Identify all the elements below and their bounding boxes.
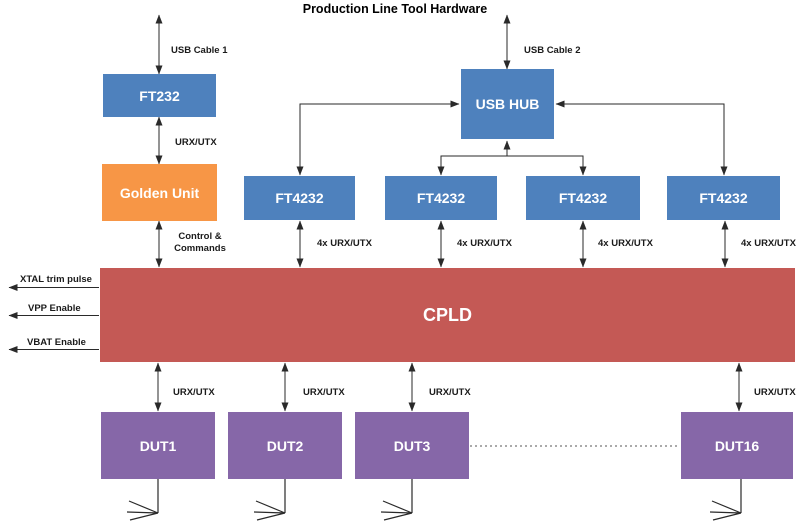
ft4232-block-2: FT4232 — [385, 176, 497, 220]
dut3-block: DUT3 — [355, 412, 469, 479]
dut1-label: DUT1 — [139, 437, 177, 454]
label-usb-cable-1: USB Cable 1 — [171, 45, 228, 56]
label-4x-urx-utx-1: 4x URX/UTX — [317, 238, 372, 249]
ft4232-label-4: FT4232 — [699, 190, 748, 206]
ground-symbol-dut1 — [126, 479, 159, 521]
cpld-label: CPLD — [423, 304, 472, 325]
label-xtal-trim-pulse: XTAL trim pulse — [20, 274, 92, 285]
label-urx-utx-dut1: URX/UTX — [173, 387, 215, 398]
wire-hub-ft4232-1 — [296, 100, 460, 176]
label-usb-cable-2: USB Cable 2 — [524, 45, 581, 56]
ft4232-label-3: FT4232 — [558, 190, 608, 206]
label-control-commands-line2: Commands — [174, 242, 226, 254]
ground-symbol-dut2 — [253, 479, 286, 521]
label-vpp-enable: VPP Enable — [28, 303, 81, 314]
label-urx-utx-dut16: URX/UTX — [754, 387, 796, 398]
label-urx-utx-dut3: URX/UTX — [429, 387, 471, 398]
label-vbat-enable: VBAT Enable — [27, 337, 86, 348]
usb-hub-block: USB HUB — [461, 69, 554, 139]
dut2-label: DUT2 — [266, 437, 304, 454]
ft4232-label-1: FT4232 — [275, 190, 324, 206]
wire-hub-branch — [437, 155, 587, 176]
label-control-commands-line1: Control & — [178, 231, 222, 242]
label-control-commands: Control & Commands — [169, 231, 231, 254]
ft232-block: FT232 — [103, 74, 216, 117]
ground-symbol-dut3 — [380, 479, 413, 521]
wire-hub-ft4232-4 — [555, 100, 728, 176]
ft4232-block-1: FT4232 — [244, 176, 355, 220]
golden-unit-block: Golden Unit — [102, 164, 217, 221]
ft4232-block-3: FT4232 — [526, 176, 640, 220]
dut3-label: DUT3 — [393, 437, 431, 454]
label-4x-urx-utx-3: 4x URX/UTX — [598, 238, 653, 249]
dut1-block: DUT1 — [101, 412, 215, 479]
golden-unit-label: Golden Unit — [119, 184, 200, 201]
diagram-title: Production Line Tool Hardware — [302, 2, 488, 16]
cpld-block: CPLD — [100, 268, 795, 362]
ft232-label: FT232 — [139, 87, 180, 104]
usb-hub-label: USB HUB — [475, 96, 540, 112]
label-4x-urx-utx-4: 4x URX/UTX — [741, 238, 796, 249]
dut2-block: DUT2 — [228, 412, 342, 479]
label-urx-utx-ft232: URX/UTX — [175, 137, 217, 148]
dut16-label: DUT16 — [714, 437, 760, 454]
label-urx-utx-dut2: URX/UTX — [303, 387, 345, 398]
label-4x-urx-utx-2: 4x URX/UTX — [457, 238, 512, 249]
dut16-block: DUT16 — [681, 412, 793, 479]
ground-symbol-dut16 — [709, 479, 742, 521]
ft4232-block-4: FT4232 — [667, 176, 780, 220]
ft4232-label-2: FT4232 — [416, 190, 466, 206]
